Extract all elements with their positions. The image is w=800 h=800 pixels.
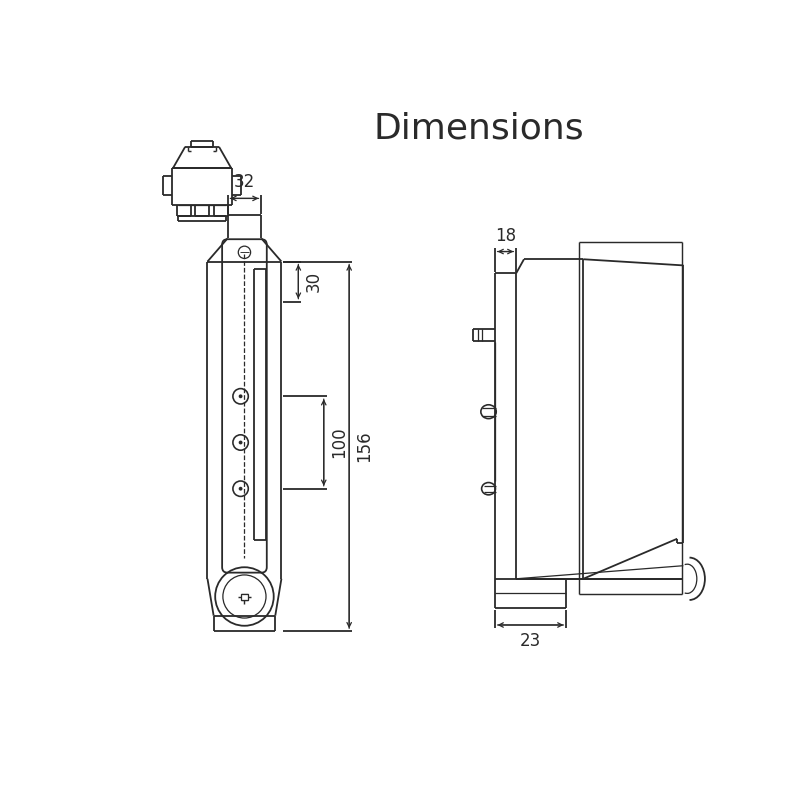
Text: 30: 30 [305, 271, 322, 292]
Text: 156: 156 [355, 430, 374, 462]
Circle shape [238, 394, 242, 398]
Circle shape [238, 486, 242, 490]
Text: Dimensions: Dimensions [374, 111, 585, 146]
Text: 18: 18 [495, 226, 516, 245]
Text: 100: 100 [330, 426, 348, 458]
Circle shape [238, 441, 242, 445]
Bar [241, 594, 248, 599]
Text: 23: 23 [520, 632, 541, 650]
Text: 32: 32 [234, 174, 255, 191]
